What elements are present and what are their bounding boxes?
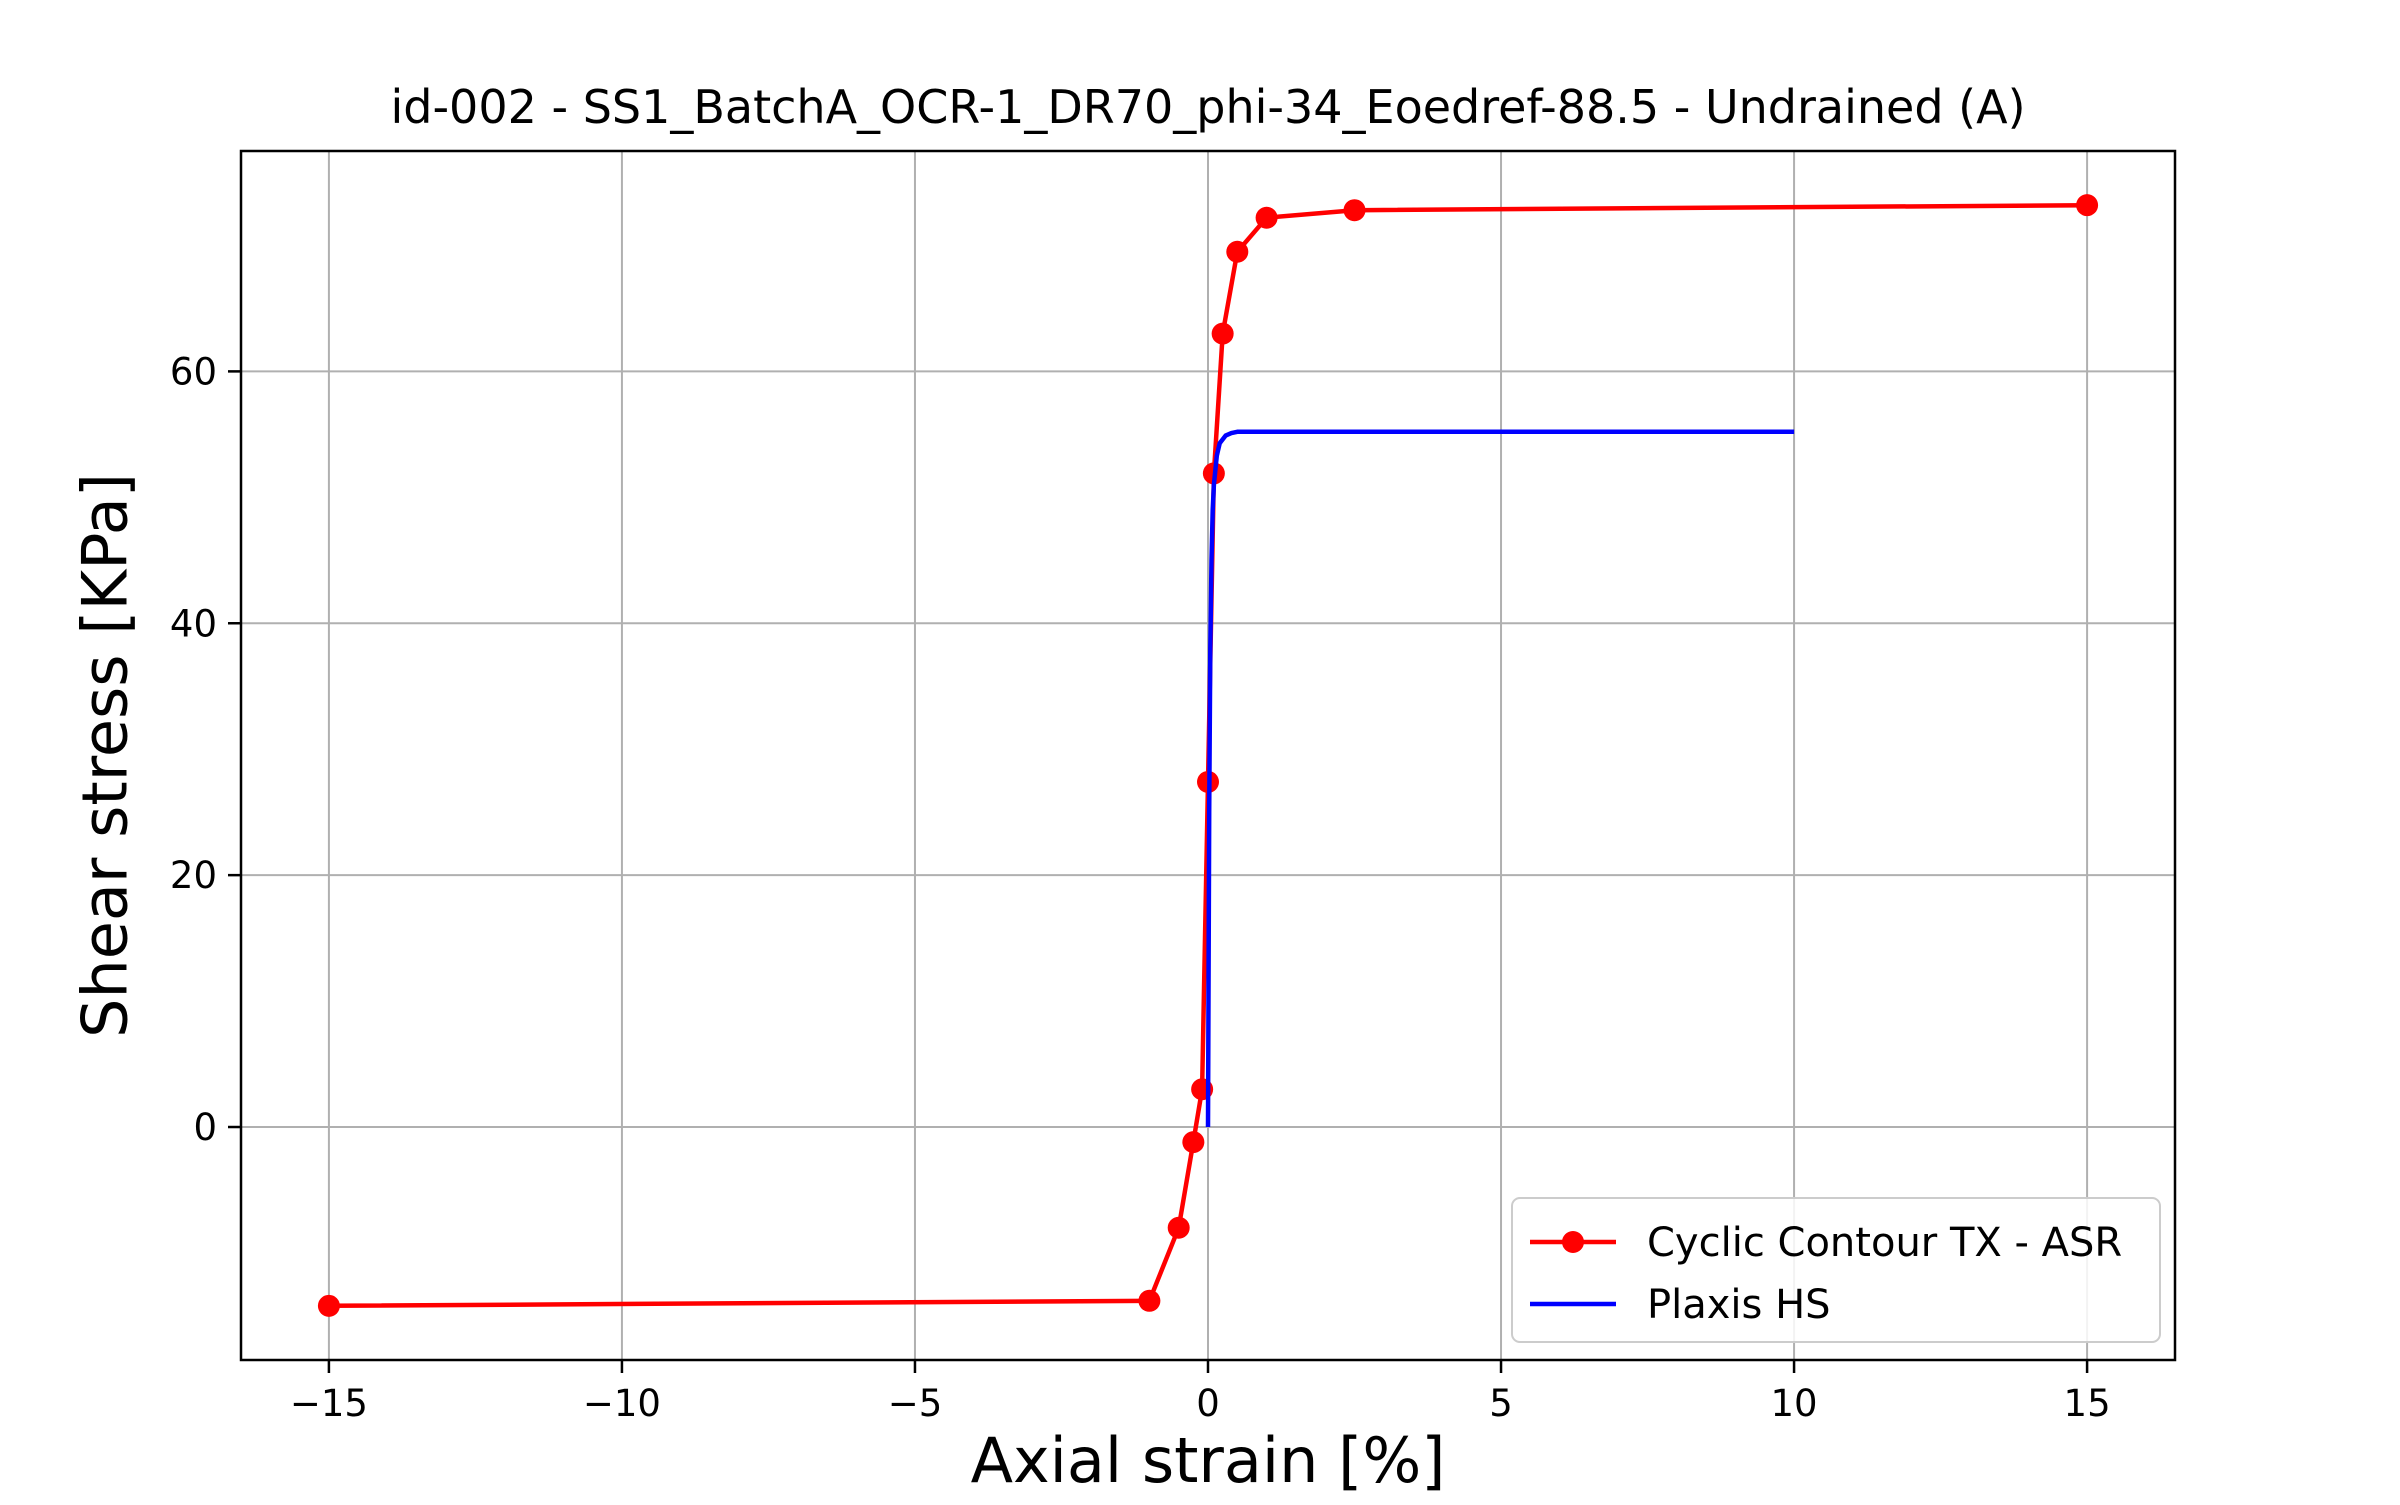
- data-point: [2076, 194, 2099, 217]
- x-tick-label: −15: [290, 1382, 368, 1425]
- grid: [241, 151, 2175, 1360]
- legend-box: [1511, 1197, 2161, 1343]
- legend: Cyclic Contour TX - ASR Plaxis HS: [1511, 1197, 2161, 1343]
- data-point: [317, 1294, 340, 1317]
- x-tick-label: 0: [1196, 1382, 1220, 1425]
- series-line-1: [1205, 429, 1795, 1128]
- x-tick-label: −10: [583, 1382, 661, 1425]
- y-tick-label: 20: [170, 854, 217, 897]
- data-point: [1226, 240, 1249, 263]
- plot-area: [317, 194, 2099, 1317]
- x-tick-label: 15: [2064, 1382, 2111, 1425]
- y-tick-label: 0: [193, 1106, 217, 1149]
- data-point: [1138, 1289, 1161, 1312]
- data-point: [1343, 199, 1366, 222]
- x-axis-label: Axial strain [%]: [971, 1424, 1446, 1497]
- legend-label: Plaxis HS: [1647, 1282, 1831, 1328]
- y-axis-label: Shear stress [KPa]: [69, 473, 142, 1038]
- legend-label: Cyclic Contour TX - ASR: [1647, 1220, 2122, 1266]
- y-tick-label: 60: [170, 350, 217, 393]
- legend-marker: [1562, 1231, 1584, 1253]
- axis-ticks: −15 −10 −5 0 5 10 15 0 20 40 60: [170, 350, 2111, 1425]
- data-point: [1167, 1216, 1190, 1239]
- y-tick-label: 40: [170, 602, 217, 645]
- x-tick-label: −5: [888, 1382, 943, 1425]
- x-tick-label: 5: [1489, 1382, 1513, 1425]
- data-point: [1255, 206, 1278, 229]
- data-point: [1182, 1131, 1205, 1154]
- chart-title: id-002 - SS1_BatchA_OCR-1_DR70_phi-34_Eo…: [390, 80, 2025, 134]
- data-point: [1211, 322, 1234, 345]
- x-tick-label: 10: [1771, 1382, 1818, 1425]
